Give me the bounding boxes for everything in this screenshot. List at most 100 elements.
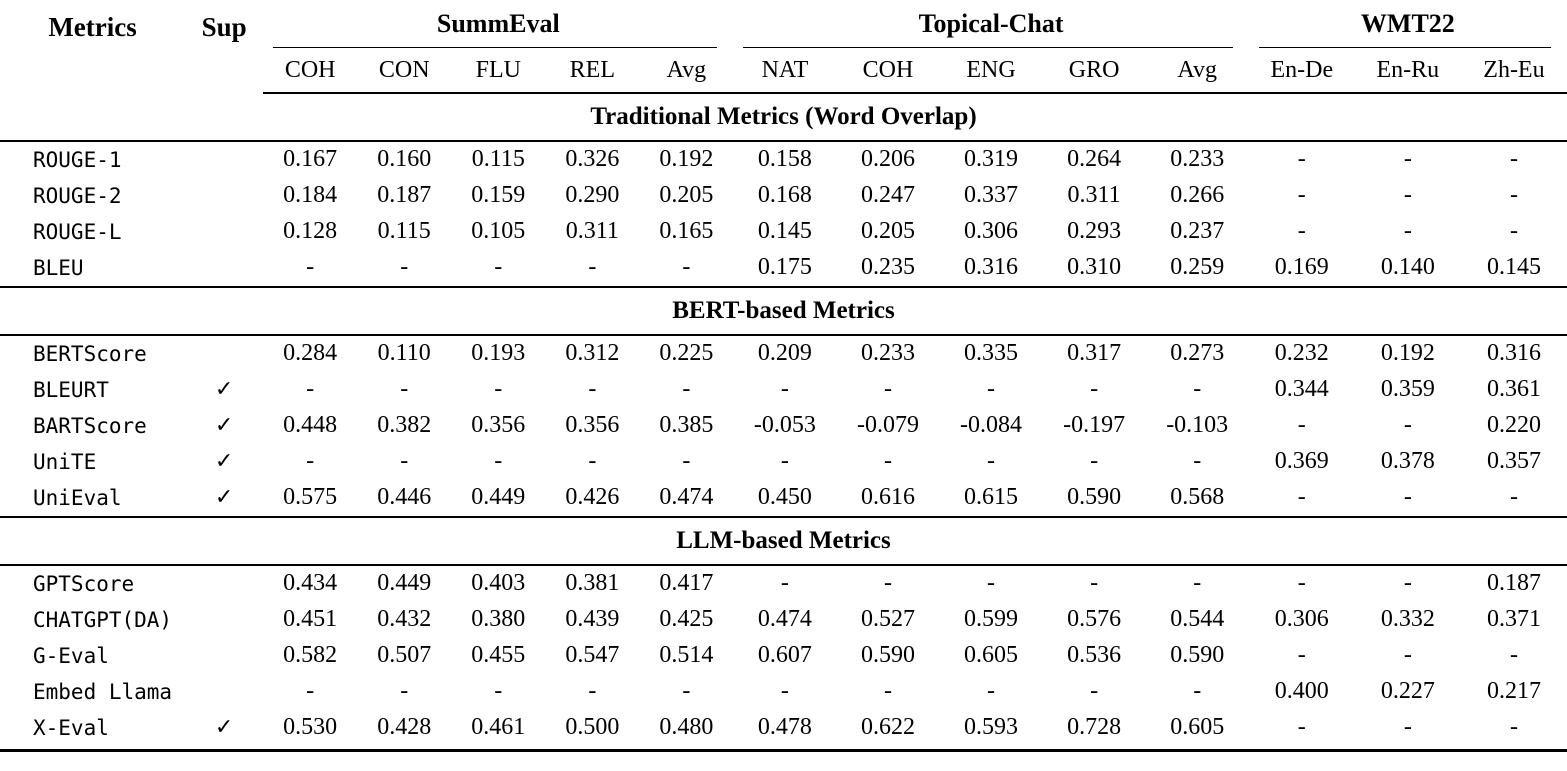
cell-value: 0.575: [283, 484, 338, 510]
cell-value: -: [682, 376, 691, 402]
cell-value: 0.461: [451, 710, 546, 752]
cell-value: 0.527: [860, 606, 915, 632]
cell-value: 0.145: [1486, 254, 1541, 280]
cell-value: -: [306, 254, 315, 280]
subcol-topical-nat: NAT: [733, 48, 837, 94]
sup-cell: [185, 565, 263, 602]
cell-value: 0.235: [860, 254, 915, 280]
cell-value: 0.316: [964, 254, 1019, 280]
cell-value: -: [1509, 182, 1518, 208]
cell-value: 0.359: [1380, 376, 1435, 402]
metric-name: BLEU: [33, 255, 84, 280]
cell-value: 0.319: [964, 146, 1019, 172]
subcol-summeval-coh: COH: [263, 48, 358, 94]
cell-value: -: [400, 254, 409, 280]
cell-value: 0.159: [471, 182, 526, 208]
table-row: ROUGE-1 0.167 0.160 0.115 0.326 0.192 0.158 0.2…: [0, 141, 1567, 178]
cell-value: -: [1509, 218, 1518, 244]
cell-value: -: [1403, 484, 1412, 510]
cell-value: 0.590: [860, 642, 915, 668]
cell-value: -: [1090, 570, 1099, 596]
cell-value: 0.449: [377, 570, 432, 596]
cell-value: 0.227: [1380, 678, 1435, 704]
metric-name: ROUGE-L: [33, 219, 122, 244]
cell-value: -: [987, 376, 996, 402]
subcol-summeval-flu: FLU: [451, 48, 546, 94]
cell-value: 0.615: [964, 484, 1019, 510]
table-row: BLEU - - - - - 0.175 0.235 0.316 0.310 0.259 0.169 0…: [0, 250, 1567, 287]
cell-value: -: [494, 448, 503, 474]
cell-value: 0.193: [471, 340, 526, 366]
group-label: WMT22: [1360, 9, 1455, 38]
cell-value: 0.247: [860, 182, 915, 208]
cell-value: 0.337: [964, 182, 1019, 208]
cell-value: -: [682, 254, 691, 280]
cell-value: 0.167: [283, 146, 338, 172]
cell-value: 0.145: [757, 218, 812, 244]
subcol-topical-coh: COH: [836, 48, 940, 94]
cell-value: 0.590: [1067, 484, 1122, 510]
cell-value: 0.478: [733, 710, 837, 752]
table-row: ROUGE-L 0.128 0.115 0.105 0.311 0.165 0.145 0.2…: [0, 214, 1567, 250]
table-row: G-Eval 0.582 0.507 0.455 0.547 0.514 0.607 0.59…: [0, 638, 1567, 674]
cell-value: 0.382: [377, 412, 432, 438]
metric-name: UniTE: [33, 449, 97, 474]
cell-value: 0.449: [471, 484, 526, 510]
cell-value: 0.622: [836, 710, 940, 752]
cell-value: 0.547: [565, 642, 620, 668]
cell-value: -: [1403, 146, 1412, 172]
cell-value: -: [494, 678, 503, 704]
subcol-wmt-en-ru: En-Ru: [1354, 48, 1461, 94]
subcol-summeval-con: CON: [357, 48, 452, 94]
cell-value: 0.312: [565, 340, 620, 366]
cell-value: 0.544: [1170, 606, 1225, 632]
cell-value: -: [588, 376, 597, 402]
group-header-summeval: SummEval: [263, 0, 733, 48]
cell-value: 0.605: [964, 642, 1019, 668]
cell-value: 0.165: [659, 218, 714, 244]
cell-value: 0.380: [471, 606, 526, 632]
cell-value: -: [1509, 642, 1518, 668]
metric-name: Embed Llama: [33, 679, 173, 704]
table-row: GPTScore 0.434 0.449 0.403 0.381 0.417 - - - - - - -…: [0, 565, 1567, 602]
cell-value: -: [1297, 146, 1306, 172]
cell-value: -: [987, 570, 996, 596]
cell-value: 0.616: [860, 484, 915, 510]
cell-value: 0.605: [1145, 710, 1249, 752]
group-header-topical-chat: Topical-Chat: [733, 0, 1248, 48]
cell-value: 0.356: [471, 412, 526, 438]
cell-value: 0.273: [1170, 340, 1225, 366]
cell-value: -: [780, 570, 789, 596]
cell-value: -: [1403, 642, 1412, 668]
group-label: SummEval: [436, 9, 560, 38]
cell-value: -: [682, 678, 691, 704]
cell-value: -: [883, 570, 892, 596]
cell-value: -: [494, 254, 503, 280]
table-row: CHATGPT(DA) 0.451 0.432 0.380 0.439 0.425 0.47…: [0, 602, 1567, 638]
cell-value: -: [400, 678, 409, 704]
subcol-wmt-zh-eu: Zh-Eu: [1460, 48, 1567, 94]
cell-value: 0.335: [964, 340, 1019, 366]
cell-value: 0.158: [757, 146, 812, 172]
section-title: Traditional Metrics (Word Overlap): [0, 93, 1567, 142]
cell-value: 0.205: [860, 218, 915, 244]
cell-value: 0.140: [1380, 254, 1435, 280]
cell-value: -: [780, 678, 789, 704]
cell-value: -: [883, 678, 892, 704]
cell-value: -: [588, 678, 597, 704]
cell-value: 0.450: [757, 484, 812, 510]
subcol-topical-eng: ENG: [939, 48, 1043, 94]
sup-cell: [185, 250, 263, 287]
cell-value: 0.264: [1067, 146, 1122, 172]
cell-value: 0.259: [1170, 254, 1225, 280]
cell-value: 0.110: [377, 340, 431, 366]
cell-value: 0.284: [283, 340, 338, 366]
cell-value: 0.115: [471, 146, 525, 172]
subcol-topical-avg: Avg: [1145, 48, 1249, 94]
cell-value: -: [1193, 570, 1202, 596]
metric-name: ROUGE-2: [33, 183, 122, 208]
cell-value: 0.576: [1067, 606, 1122, 632]
cell-value: -: [306, 448, 315, 474]
cell-value: 0.311: [1067, 182, 1121, 208]
cell-value: 0.316: [1486, 340, 1541, 366]
